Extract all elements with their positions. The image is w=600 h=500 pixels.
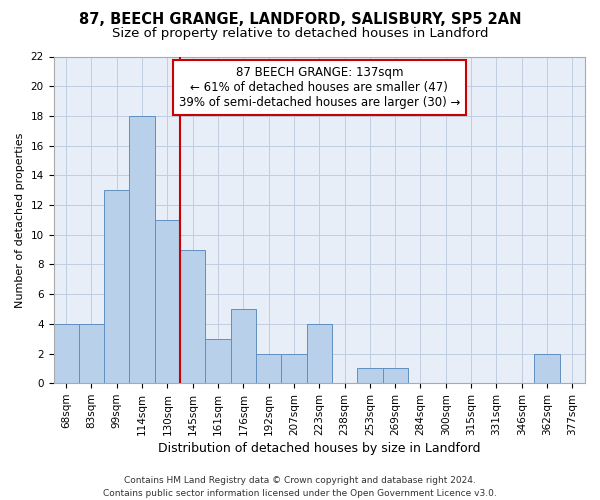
Bar [383, 368, 408, 383]
Bar [79, 324, 104, 383]
Bar [535, 354, 560, 383]
Bar [230, 309, 256, 383]
Text: Size of property relative to detached houses in Landford: Size of property relative to detached ho… [112, 28, 488, 40]
Text: 87, BEECH GRANGE, LANDFORD, SALISBURY, SP5 2AN: 87, BEECH GRANGE, LANDFORD, SALISBURY, S… [79, 12, 521, 28]
Bar [281, 354, 307, 383]
Bar [205, 338, 230, 383]
Bar [130, 116, 155, 383]
X-axis label: Distribution of detached houses by size in Landford: Distribution of detached houses by size … [158, 442, 481, 455]
Bar [256, 354, 281, 383]
Bar [53, 324, 79, 383]
Bar [180, 250, 205, 383]
Bar [307, 324, 332, 383]
Text: Contains HM Land Registry data © Crown copyright and database right 2024.
Contai: Contains HM Land Registry data © Crown c… [103, 476, 497, 498]
Y-axis label: Number of detached properties: Number of detached properties [15, 132, 25, 308]
Bar [155, 220, 180, 383]
Bar [104, 190, 130, 383]
Text: 87 BEECH GRANGE: 137sqm
← 61% of detached houses are smaller (47)
39% of semi-de: 87 BEECH GRANGE: 137sqm ← 61% of detache… [179, 66, 460, 110]
Bar [357, 368, 383, 383]
